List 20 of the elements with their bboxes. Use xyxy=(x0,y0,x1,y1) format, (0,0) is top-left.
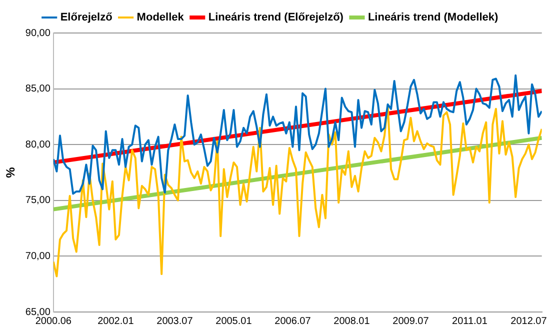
x-tick-label: 2006.07 xyxy=(274,316,312,327)
x-tick-label: 2000.06 xyxy=(35,316,72,327)
x-tick-label: 2005.01 xyxy=(216,316,252,327)
y-tick-label: 75,00 xyxy=(25,195,51,206)
y-tick-label: 90,00 xyxy=(25,28,51,39)
x-tick-label: 2012.07 xyxy=(510,316,548,327)
x-tick-label: 2008.01 xyxy=(334,316,370,327)
y-axis-title: % xyxy=(4,166,18,178)
y-tick-label: 65,00 xyxy=(25,306,51,318)
x-tick-label: 2009.07 xyxy=(392,316,430,327)
legend-label: Lineáris trend (Modellek) xyxy=(368,12,498,24)
x-tick-label: 2003.07 xyxy=(156,316,194,327)
y-tick-label: 80,00 xyxy=(25,139,51,150)
x-tick-label: 2002.01 xyxy=(98,316,134,327)
y-tick-label: 70,00 xyxy=(25,250,51,262)
legend-label: Modellek xyxy=(136,12,185,24)
legend-label: Előrejelző xyxy=(60,12,113,24)
x-tick-label: 2011.01 xyxy=(452,316,488,327)
y-tick-label: 85,00 xyxy=(25,84,51,95)
legend-label: Lineáris trend (Előrejelző) xyxy=(208,12,344,24)
